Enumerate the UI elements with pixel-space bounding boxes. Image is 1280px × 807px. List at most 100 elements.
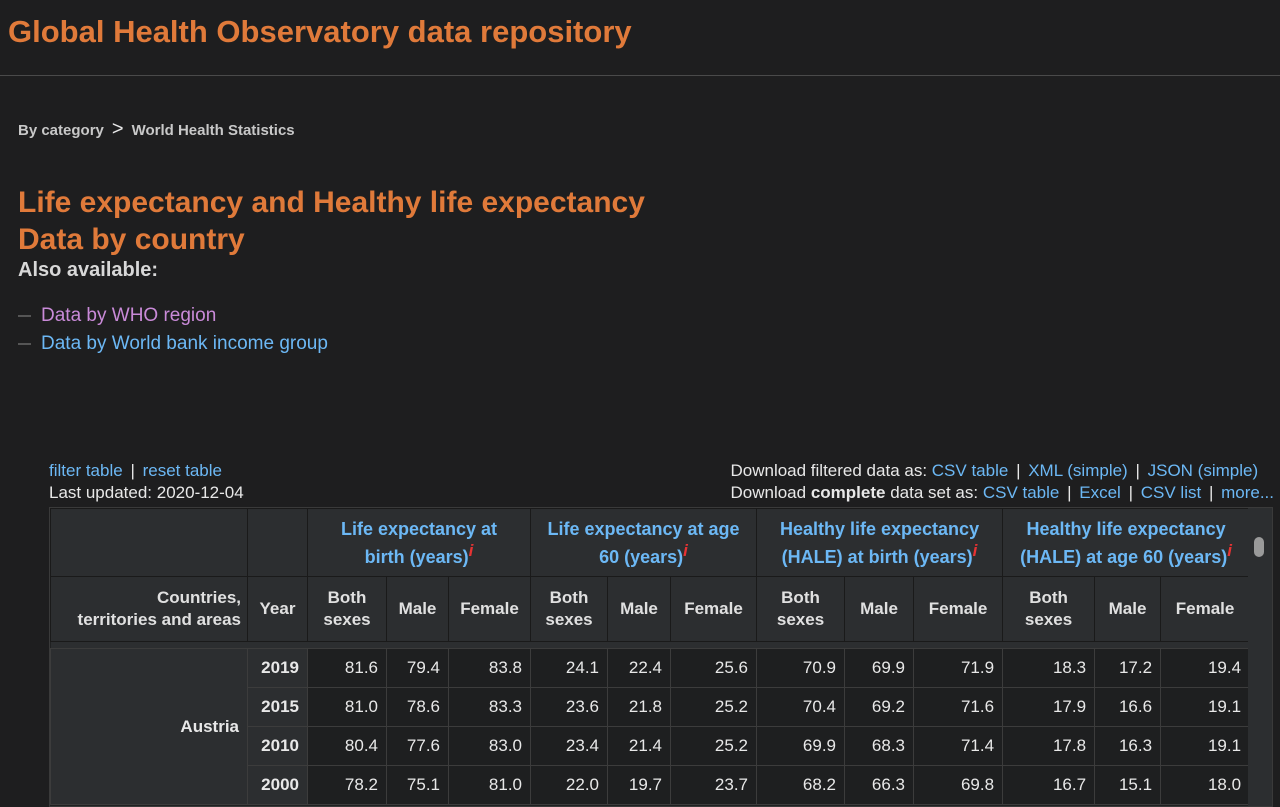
last-updated: Last updated: 2020-12-04 bbox=[49, 483, 244, 502]
download-complete-csv[interactable]: CSV table bbox=[982, 483, 1060, 502]
header-male[interactable]: Male bbox=[386, 576, 449, 642]
page-title: Life expectancy and Healthy life expecta… bbox=[18, 184, 645, 258]
header-both-sexes[interactable]: Both sexes bbox=[1002, 576, 1096, 642]
cell-value: 81.0 bbox=[307, 687, 387, 727]
cell-value: 23.7 bbox=[669, 765, 758, 805]
group-header-le-birth[interactable]: Life expectancy at birth (years)i bbox=[307, 508, 531, 577]
cell-value: 70.9 bbox=[756, 648, 846, 688]
download-filtered-xml[interactable]: XML (simple) bbox=[1028, 461, 1128, 480]
cell-year: 2015 bbox=[247, 687, 308, 727]
separator: | bbox=[1016, 461, 1021, 480]
cell-value: 21.8 bbox=[607, 687, 671, 727]
scrollbar-track[interactable] bbox=[1248, 508, 1272, 806]
cell-value: 23.6 bbox=[530, 687, 608, 727]
list-item: Data by WHO region bbox=[18, 302, 328, 330]
download-filtered-json[interactable]: JSON (simple) bbox=[1147, 461, 1259, 480]
cell-value: 68.3 bbox=[844, 726, 915, 766]
cell-value: 25.2 bbox=[669, 687, 758, 727]
header-male[interactable]: Male bbox=[607, 576, 671, 642]
data-table: Life expectancy at birth (years)i Life ex… bbox=[50, 508, 1251, 805]
cell-value: 83.3 bbox=[448, 687, 531, 727]
cell-value: 71.9 bbox=[913, 648, 1004, 688]
reset-table-link[interactable]: reset table bbox=[142, 461, 222, 480]
table-row: Austria 2019 81.6 79.4 83.8 24.1 22.4 25.6 70.9 6… bbox=[50, 648, 1251, 805]
cell-value: 83.8 bbox=[448, 648, 531, 688]
cell-value: 22.4 bbox=[607, 648, 671, 688]
page-title-line2: Data by country bbox=[18, 223, 245, 256]
cell-value: 22.0 bbox=[530, 765, 608, 805]
download-complete-excel[interactable]: Excel bbox=[1079, 483, 1121, 502]
cell-value: 25.6 bbox=[669, 648, 758, 688]
header-female[interactable]: Female bbox=[669, 576, 758, 642]
cell-value: 17.9 bbox=[1002, 687, 1096, 727]
separator: | bbox=[1208, 483, 1214, 502]
breadcrumb-separator: > bbox=[111, 118, 124, 140]
group-header-hale-60[interactable]: Healthy life expectancy (HALE) at age 60 … bbox=[1002, 508, 1251, 577]
scrollbar-thumb[interactable] bbox=[1254, 537, 1264, 557]
cell-value: 69.9 bbox=[844, 648, 915, 688]
cell-value: 79.4 bbox=[386, 648, 449, 688]
cell-value: 81.0 bbox=[448, 765, 531, 805]
download-complete-csv-list[interactable]: CSV list bbox=[1140, 483, 1202, 502]
download-filtered-csv[interactable]: CSV table bbox=[931, 461, 1009, 480]
also-available-label: Also available: bbox=[18, 259, 159, 281]
cell-value: 68.2 bbox=[756, 765, 846, 805]
header-country[interactable]: Countries, territories and areas bbox=[50, 576, 248, 642]
cell-value: 23.4 bbox=[530, 726, 608, 766]
cell-country: Austria bbox=[50, 648, 248, 805]
list-item: Data by World bank income group bbox=[18, 330, 328, 358]
bullet-dash-icon bbox=[18, 343, 31, 345]
filter-table-link[interactable]: filter table bbox=[49, 461, 123, 480]
download-complete-more[interactable]: more... bbox=[1221, 483, 1274, 502]
info-icon[interactable]: i bbox=[972, 540, 978, 560]
page-title-line1: Life expectancy and Healthy life expecta… bbox=[18, 186, 645, 219]
cell-value: 66.3 bbox=[844, 765, 915, 805]
cell-value: 71.6 bbox=[913, 687, 1004, 727]
separator: | bbox=[130, 461, 135, 480]
breadcrumb-root[interactable]: By category bbox=[18, 122, 104, 139]
group-header-le-60[interactable]: Life expectancy at age 60 (years)i bbox=[529, 508, 758, 577]
header-female[interactable]: Female bbox=[1160, 576, 1251, 642]
link-world-bank-income[interactable]: Data by World bank income group bbox=[41, 333, 328, 354]
cell-value: 16.7 bbox=[1002, 765, 1096, 805]
cell-value: 69.2 bbox=[844, 687, 915, 727]
header-female[interactable]: Female bbox=[913, 576, 1004, 642]
header-both-sexes[interactable]: Both sexes bbox=[530, 576, 608, 642]
header-female[interactable]: Female bbox=[448, 576, 531, 642]
table-group-header-row: Life expectancy at birth (years)i Life ex… bbox=[50, 508, 1251, 577]
link-who-region[interactable]: Data by WHO region bbox=[41, 305, 217, 326]
data-table-container: Life expectancy at birth (years)i Life ex… bbox=[49, 507, 1273, 807]
cell-year: 2000 bbox=[247, 765, 308, 805]
cell-value: 80.4 bbox=[307, 726, 387, 766]
cell-value: 16.6 bbox=[1094, 687, 1162, 727]
header-male[interactable]: Male bbox=[1094, 576, 1162, 642]
top-bar: Global Health Observatory data repositor… bbox=[0, 0, 1280, 76]
info-icon[interactable]: i bbox=[1227, 540, 1232, 560]
header-both-sexes[interactable]: Both sexes bbox=[307, 576, 387, 642]
separator: | bbox=[1128, 483, 1133, 502]
group-header-hale-birth[interactable]: Healthy life expectancy (HALE) at birth (… bbox=[756, 508, 1004, 577]
download-complete-suffix: data set as: bbox=[890, 483, 979, 502]
cell-value: 69.8 bbox=[913, 765, 1004, 805]
bullet-dash-icon bbox=[18, 315, 31, 317]
cell-value: 15.1 bbox=[1094, 765, 1162, 805]
cell-value: 19.1 bbox=[1160, 687, 1251, 727]
header-blank bbox=[247, 508, 308, 577]
cell-value: 19.4 bbox=[1160, 648, 1251, 688]
info-icon[interactable]: i bbox=[468, 540, 474, 560]
cell-value: 19.1 bbox=[1160, 726, 1251, 766]
download-complete-bold: complete bbox=[810, 483, 886, 502]
cell-value: 81.6 bbox=[307, 648, 387, 688]
cell-value: 18.3 bbox=[1002, 648, 1096, 688]
header-blank bbox=[50, 508, 248, 577]
table-sub-header-row: Countries, territories and areas Year Bot… bbox=[50, 576, 1251, 642]
info-icon[interactable]: i bbox=[683, 540, 688, 560]
header-both-sexes[interactable]: Both sexes bbox=[756, 576, 846, 642]
cell-value: 19.7 bbox=[607, 765, 671, 805]
cell-value: 78.6 bbox=[386, 687, 449, 727]
header-year[interactable]: Year bbox=[247, 576, 308, 642]
header-male[interactable]: Male bbox=[844, 576, 915, 642]
cell-value: 75.1 bbox=[386, 765, 449, 805]
breadcrumb-current[interactable]: World Health Statistics bbox=[131, 122, 295, 139]
cell-value: 21.4 bbox=[607, 726, 671, 766]
